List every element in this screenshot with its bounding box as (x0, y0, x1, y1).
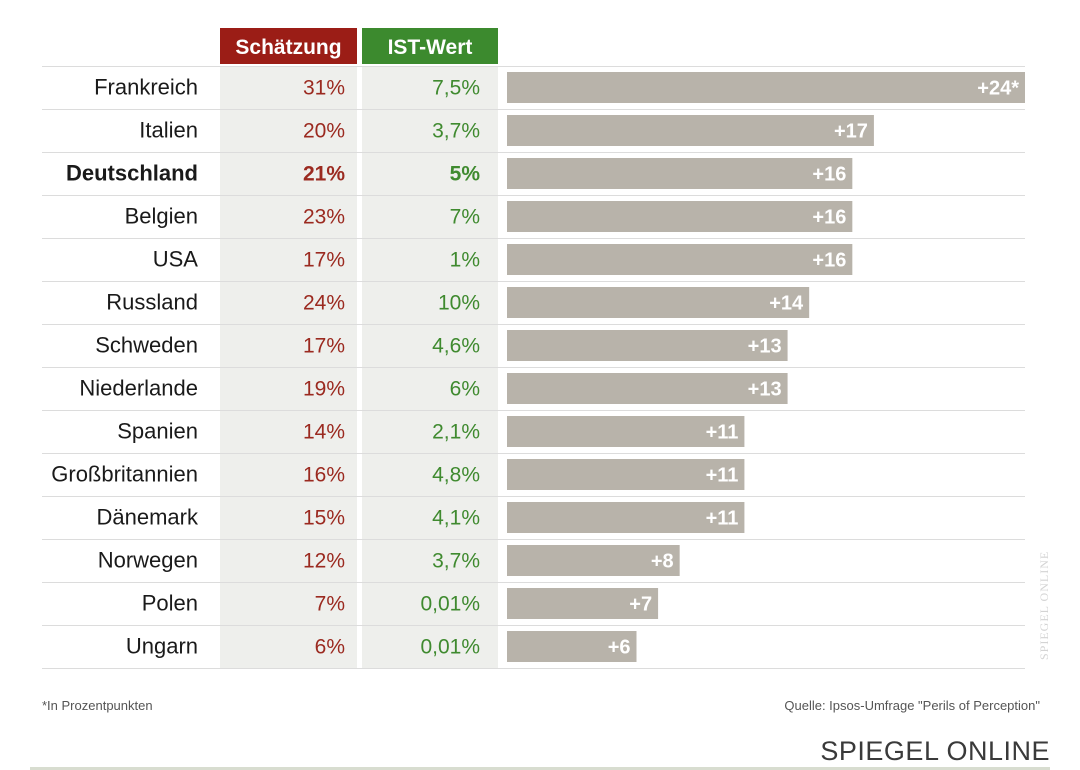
country-label: Polen (142, 591, 198, 616)
estimate-value: 21% (303, 163, 345, 186)
estimate-value: 23% (303, 206, 345, 229)
actual-value: 5% (450, 163, 481, 186)
difference-label: +16 (812, 164, 846, 186)
difference-label: +7 (629, 594, 652, 616)
actual-value: 10% (438, 292, 480, 315)
estimate-value: 7% (315, 593, 345, 616)
difference-label: +13 (748, 336, 782, 358)
estimate-value: 14% (303, 421, 345, 444)
estimate-value: 17% (303, 335, 345, 358)
estimate-value: 15% (303, 507, 345, 530)
difference-bar (507, 115, 874, 146)
country-label: Frankreich (94, 75, 198, 100)
estimate-value: 12% (303, 550, 345, 573)
source-note: Quelle: Ipsos-Umfrage "Perils of Percept… (784, 698, 1040, 713)
estimate-value: 6% (315, 636, 345, 659)
estimate-value: 17% (303, 249, 345, 272)
actual-value: 6% (450, 378, 480, 401)
difference-label: +11 (706, 508, 739, 530)
country-label: Norwegen (98, 548, 198, 573)
difference-bar (507, 72, 1025, 103)
difference-bar (507, 588, 659, 619)
estimate-header (220, 28, 357, 64)
difference-label: +11 (706, 465, 739, 487)
actual-value: 3,7% (432, 120, 480, 143)
footer-brand: SPIEGEL ONLINE (820, 736, 1050, 766)
difference-bar (507, 287, 810, 318)
country-label: Ungarn (126, 634, 198, 659)
actual-value: 4,1% (432, 507, 480, 530)
difference-bar (507, 545, 680, 576)
difference-label: +17 (834, 121, 868, 143)
actual-value: 0,01% (420, 636, 480, 659)
difference-bar (507, 416, 745, 447)
difference-bar (507, 373, 788, 404)
estimate-value: 31% (303, 77, 345, 100)
country-label: Schweden (95, 333, 198, 358)
difference-label: +6 (608, 637, 631, 659)
difference-bar (507, 158, 853, 189)
estimate-value: 24% (303, 292, 345, 315)
difference-label: +16 (812, 250, 846, 272)
estimate-value: 16% (303, 464, 345, 487)
difference-label: +14 (769, 293, 804, 315)
country-label: Dänemark (97, 505, 199, 530)
difference-label: +24* (977, 78, 1019, 100)
country-label: Deutschland (66, 161, 198, 186)
difference-bar (507, 201, 853, 232)
country-label: Russland (106, 290, 198, 315)
difference-bar (507, 459, 745, 490)
actual-value: 2,1% (432, 421, 480, 444)
actual-value: 7% (450, 206, 480, 229)
difference-label: +13 (748, 379, 782, 401)
difference-bar (507, 330, 788, 361)
country-label: Italien (139, 118, 198, 143)
actual-value: 7,5% (432, 77, 480, 100)
difference-bar (507, 502, 745, 533)
footer-divider (30, 767, 1050, 770)
difference-label: +11 (706, 422, 739, 444)
difference-bar (507, 631, 637, 662)
estimate-value: 20% (303, 120, 345, 143)
difference-bar (507, 244, 853, 275)
country-label: Niederlande (79, 376, 198, 401)
country-label: Belgien (125, 204, 198, 229)
country-label: USA (153, 247, 199, 272)
actual-value: 3,7% (432, 550, 480, 573)
actual-value: 4,6% (432, 335, 480, 358)
country-label: Spanien (117, 419, 198, 444)
actual-value: 1% (450, 249, 480, 272)
actual-header-label: IST-Wert (388, 36, 473, 59)
estimate-header-label: Schätzung (235, 36, 341, 59)
estimate-value: 19% (303, 378, 345, 401)
actual-value: 0,01% (420, 593, 480, 616)
country-label: Großbritannien (51, 462, 198, 487)
vertical-watermark: SPIEGEL ONLINE (1037, 551, 1051, 660)
actual-value: 4,8% (432, 464, 480, 487)
footnote: *In Prozentpunkten (42, 698, 153, 713)
difference-label: +8 (651, 551, 674, 573)
difference-label: +16 (812, 207, 846, 229)
actual-header (362, 28, 498, 64)
